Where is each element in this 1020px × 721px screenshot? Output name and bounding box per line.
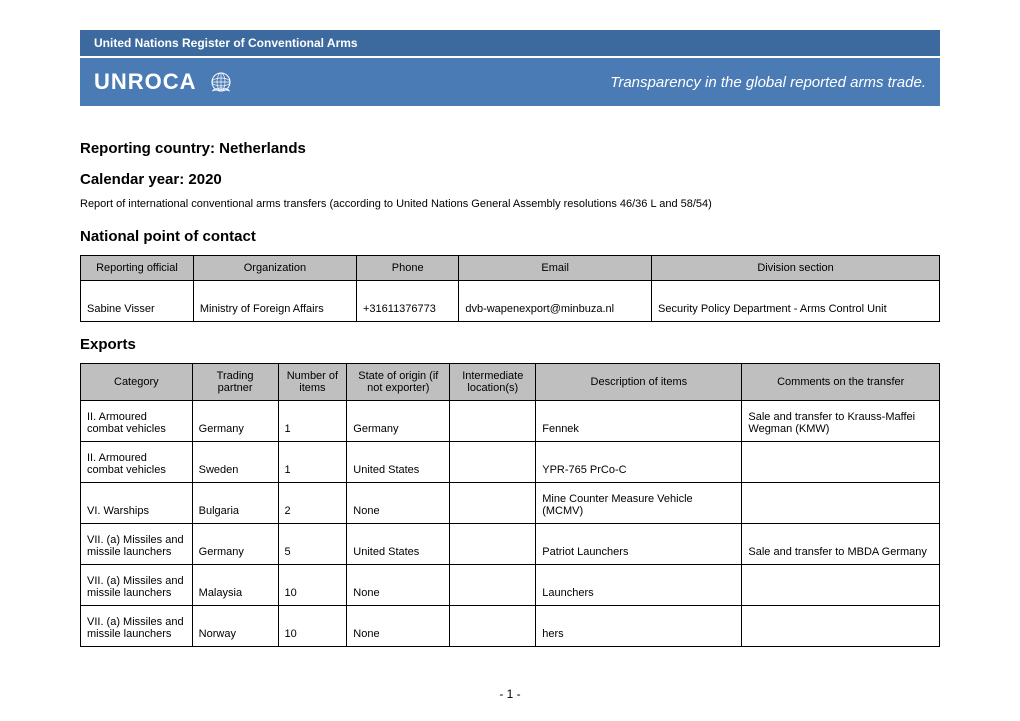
header-banner: United Nations Register of Conventional … <box>80 30 940 56</box>
table-row: Sabine Visser Ministry of Foreign Affair… <box>81 281 940 322</box>
table-cell: Germany <box>192 401 278 442</box>
table-row: VI. WarshipsBulgaria2None Mine Counter Me… <box>81 483 940 524</box>
col-intermediate: Intermediate location(s) <box>450 364 536 401</box>
col-division: Division section <box>652 256 940 281</box>
table-header-row: Category Trading partner Number of items… <box>81 364 940 401</box>
table-cell: Norway <box>192 606 278 647</box>
header-tagline: Transparency in the global reported arms… <box>610 74 926 91</box>
table-row: II. Armoured combat vehiclesGermany1Germ… <box>81 401 940 442</box>
col-email: Email <box>459 256 652 281</box>
table-row: II. Armoured combat vehiclesSweden1Unite… <box>81 442 940 483</box>
page-number: - 1 - <box>80 687 940 701</box>
cell-organization: Ministry of Foreign Affairs <box>193 281 356 322</box>
heading-contact: National point of contact <box>80 228 940 245</box>
table-cell <box>450 483 536 524</box>
heading-exports: Exports <box>80 336 940 353</box>
heading-year: Calendar year: 2020 <box>80 171 940 188</box>
cell-division: Security Policy Department - Arms Contro… <box>652 281 940 322</box>
table-cell: VII. (a) Missiles and missile launchers <box>81 524 193 565</box>
table-cell <box>742 565 940 606</box>
table-cell: VII. (a) Missiles and missile launchers <box>81 565 193 606</box>
table-cell: None <box>347 483 450 524</box>
table-cell: United States <box>347 524 450 565</box>
cell-phone: +31611376773 <box>356 281 458 322</box>
table-cell <box>450 565 536 606</box>
table-cell <box>450 606 536 647</box>
table-cell: Sweden <box>192 442 278 483</box>
table-cell <box>450 524 536 565</box>
table-cell: None <box>347 565 450 606</box>
table-row: VII. (a) Missiles and missile launchersN… <box>81 606 940 647</box>
table-cell: 10 <box>278 565 347 606</box>
document-page: United Nations Register of Conventional … <box>0 0 1020 721</box>
table-cell: Patriot Launchers <box>536 524 742 565</box>
col-organization: Organization <box>193 256 356 281</box>
cell-email: dvb-wapenexport@minbuza.nl <box>459 281 652 322</box>
un-emblem-icon <box>207 68 235 96</box>
col-partner: Trading partner <box>192 364 278 401</box>
cell-official: Sabine Visser <box>81 281 194 322</box>
table-cell: II. Armoured combat vehicles <box>81 442 193 483</box>
report-note: Report of international conventional arm… <box>80 198 940 210</box>
table-cell: United States <box>347 442 450 483</box>
table-cell: hers <box>536 606 742 647</box>
table-cell <box>450 442 536 483</box>
table-header-row: Reporting official Organization Phone Em… <box>81 256 940 281</box>
table-cell <box>742 483 940 524</box>
heading-country: Reporting country: Netherlands <box>80 140 940 157</box>
col-items: Number of items <box>278 364 347 401</box>
table-row: VII. (a) Missiles and missile launchersM… <box>81 565 940 606</box>
table-cell: Germany <box>192 524 278 565</box>
logo-text: UNROCA <box>94 69 197 95</box>
table-cell: VI. Warships <box>81 483 193 524</box>
table-cell <box>742 606 940 647</box>
table-cell: II. Armoured combat vehicles <box>81 401 193 442</box>
content: Reporting country: Netherlands Calendar … <box>80 106 940 701</box>
table-cell: Mine Counter Measure Vehicle (MCMV) <box>536 483 742 524</box>
table-cell: Fennek <box>536 401 742 442</box>
col-category: Category <box>81 364 193 401</box>
col-origin: State of origin (if not exporter) <box>347 364 450 401</box>
table-cell: Germany <box>347 401 450 442</box>
col-phone: Phone <box>356 256 458 281</box>
table-cell: 1 <box>278 442 347 483</box>
table-cell: Malaysia <box>192 565 278 606</box>
table-cell: Sale and transfer to MBDA Germany <box>742 524 940 565</box>
exports-table: Category Trading partner Number of items… <box>80 363 940 647</box>
table-cell <box>450 401 536 442</box>
table-cell <box>742 442 940 483</box>
table-row: VII. (a) Missiles and missile launchersG… <box>81 524 940 565</box>
table-cell: Launchers <box>536 565 742 606</box>
col-comments: Comments on the transfer <box>742 364 940 401</box>
table-cell: VII. (a) Missiles and missile launchers <box>81 606 193 647</box>
banner-text: United Nations Register of Conventional … <box>94 36 358 50</box>
table-cell: 5 <box>278 524 347 565</box>
table-cell: 10 <box>278 606 347 647</box>
table-cell: None <box>347 606 450 647</box>
table-cell: Bulgaria <box>192 483 278 524</box>
header-left: UNROCA <box>94 68 235 96</box>
table-cell: Sale and transfer to Krauss-Maffei Wegma… <box>742 401 940 442</box>
table-cell: 1 <box>278 401 347 442</box>
header-main: UNROCA Transparency in the global report… <box>80 58 940 106</box>
table-cell: YPR-765 PrCo-C <box>536 442 742 483</box>
contact-table: Reporting official Organization Phone Em… <box>80 255 940 322</box>
table-cell: 2 <box>278 483 347 524</box>
col-official: Reporting official <box>81 256 194 281</box>
col-description: Description of items <box>536 364 742 401</box>
